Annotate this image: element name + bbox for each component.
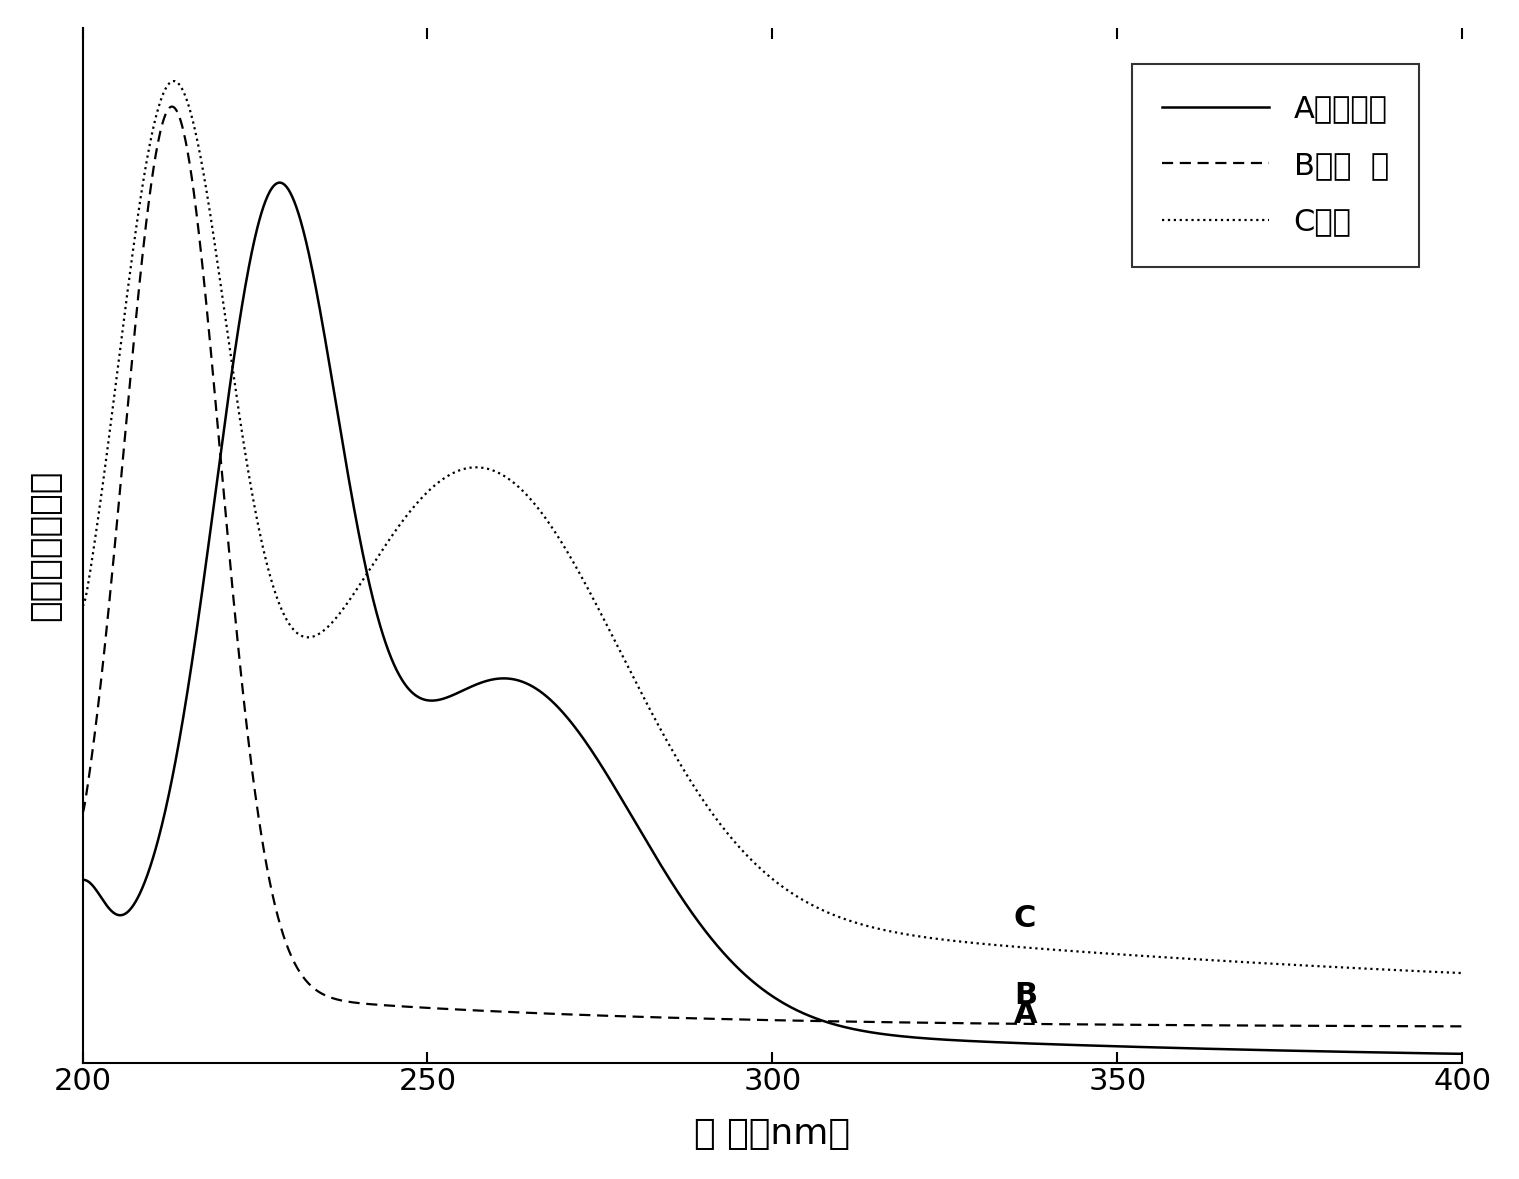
C微粒 — [1413, 964, 1431, 979]
B纳米  棒 — [744, 1013, 763, 1027]
Text: A: A — [1013, 1000, 1037, 1029]
A原药块体 — [708, 938, 726, 953]
A原药块体 — [73, 872, 91, 887]
C微粒 — [744, 856, 763, 870]
Text: C: C — [1013, 904, 1036, 933]
Line: C微粒: C微粒 — [82, 81, 1463, 973]
Line: B纳米  棒: B纳米 棒 — [82, 106, 1463, 1027]
Line: A原药块体: A原药块体 — [82, 183, 1463, 1054]
B纳米  棒 — [1413, 1019, 1431, 1033]
A原药块体 — [1413, 1046, 1431, 1060]
A原药块体 — [144, 851, 163, 865]
B纳米  棒 — [1454, 1020, 1472, 1034]
C微粒 — [144, 121, 163, 136]
A原药块体 — [1161, 1041, 1179, 1055]
A原药块体 — [1414, 1046, 1432, 1060]
B纳米  棒 — [163, 99, 181, 113]
C微粒 — [1161, 950, 1179, 964]
C微粒 — [164, 74, 182, 88]
B纳米  棒 — [708, 1012, 726, 1026]
X-axis label: 波 长（nm）: 波 长（nm） — [694, 1118, 851, 1151]
A原药块体 — [744, 975, 763, 989]
C微粒 — [1414, 964, 1432, 979]
C微粒 — [708, 814, 726, 828]
Legend: A原药块体, B纳米  棒, C微粒: A原药块体, B纳米 棒, C微粒 — [1132, 64, 1419, 266]
B纳米  棒 — [1161, 1017, 1179, 1032]
C微粒 — [73, 599, 91, 613]
B纳米  棒 — [1414, 1019, 1432, 1033]
B纳米  棒 — [73, 805, 91, 819]
A原药块体 — [270, 176, 289, 190]
Y-axis label: 吸收（相对值）: 吸收（相对值） — [27, 469, 62, 621]
A原药块体 — [1454, 1047, 1472, 1061]
B纳米  棒 — [144, 165, 163, 179]
C微粒 — [1454, 966, 1472, 980]
Text: B: B — [1013, 981, 1037, 1010]
